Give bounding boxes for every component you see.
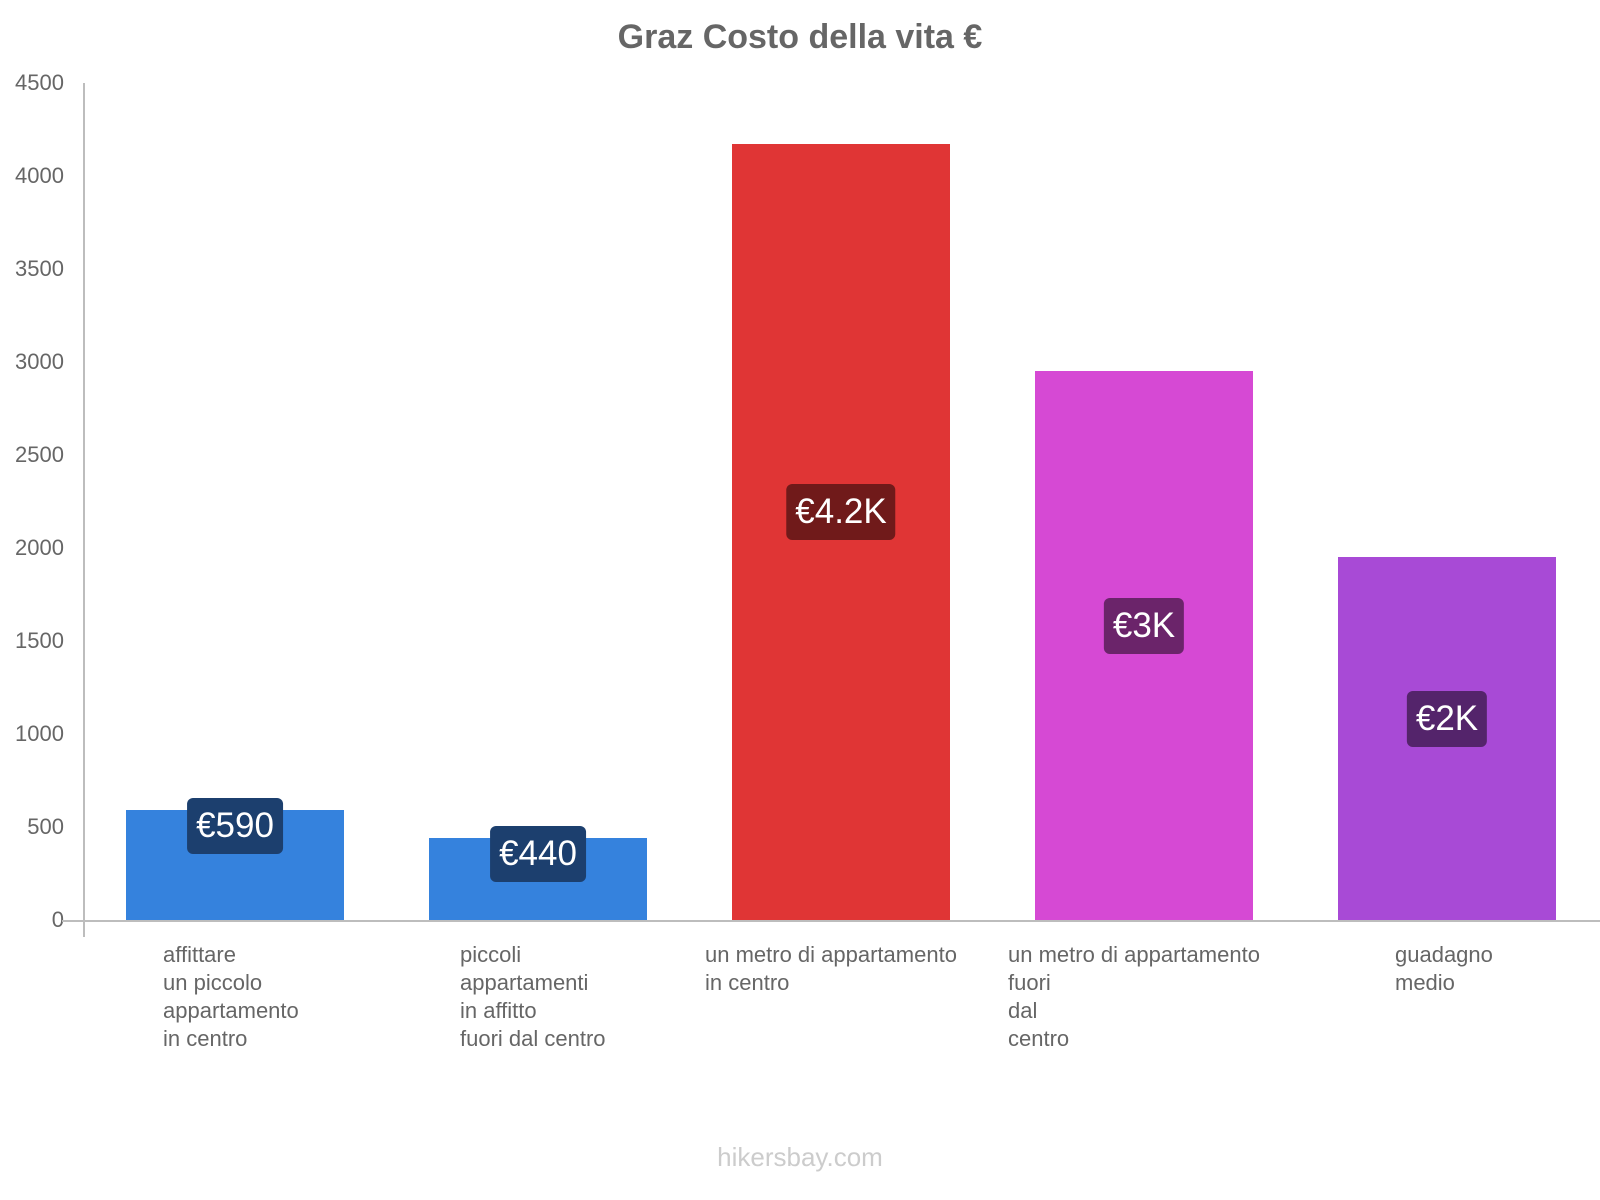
y-tick-label: 2000 (15, 535, 64, 560)
y-tick-label: 0 (51, 907, 64, 932)
y-tick-label: 4500 (15, 70, 64, 95)
bar-1[interactable]: €440 (429, 826, 647, 920)
bar-2[interactable]: €4.2K (732, 144, 950, 920)
y-tick-label: 1500 (15, 628, 64, 653)
y-tick-label: 500 (27, 814, 64, 839)
bar-value-label: €3K (1103, 597, 1185, 654)
bar-4[interactable]: €2K (1338, 557, 1556, 920)
x-category-label: un metro di appartamento in centro (705, 942, 957, 995)
bar-value-label: €4.2K (786, 484, 896, 541)
bar-3[interactable]: €3K (1035, 371, 1253, 920)
chart-title: Graz Costo della vita € (617, 18, 983, 56)
bar-value-label: €440 (490, 826, 586, 883)
y-tick-label: 1000 (15, 721, 64, 746)
y-tick-label: 2500 (15, 442, 64, 467)
x-category-label: affittare un piccolo appartamento in cen… (163, 942, 299, 1051)
bar-value-label: €590 (187, 798, 283, 855)
y-tick-label: 3000 (15, 349, 64, 374)
x-axis-line (62, 920, 1600, 922)
watermark: hikersbay.com (717, 1142, 883, 1172)
x-category-label: un metro di appartamento fuori dal centr… (1008, 942, 1260, 1051)
x-category-label: piccoli appartamenti in affitto fuori da… (460, 942, 606, 1051)
y-tick-label: 3500 (15, 256, 64, 281)
y-axis-line (83, 83, 85, 937)
y-zero-tick-mark (62, 920, 83, 922)
bar-value-label: €2K (1406, 690, 1488, 747)
x-category-label: guadagno medio (1395, 942, 1493, 995)
y-tick-label: 4000 (15, 163, 64, 188)
bar-0[interactable]: €590 (126, 798, 344, 920)
